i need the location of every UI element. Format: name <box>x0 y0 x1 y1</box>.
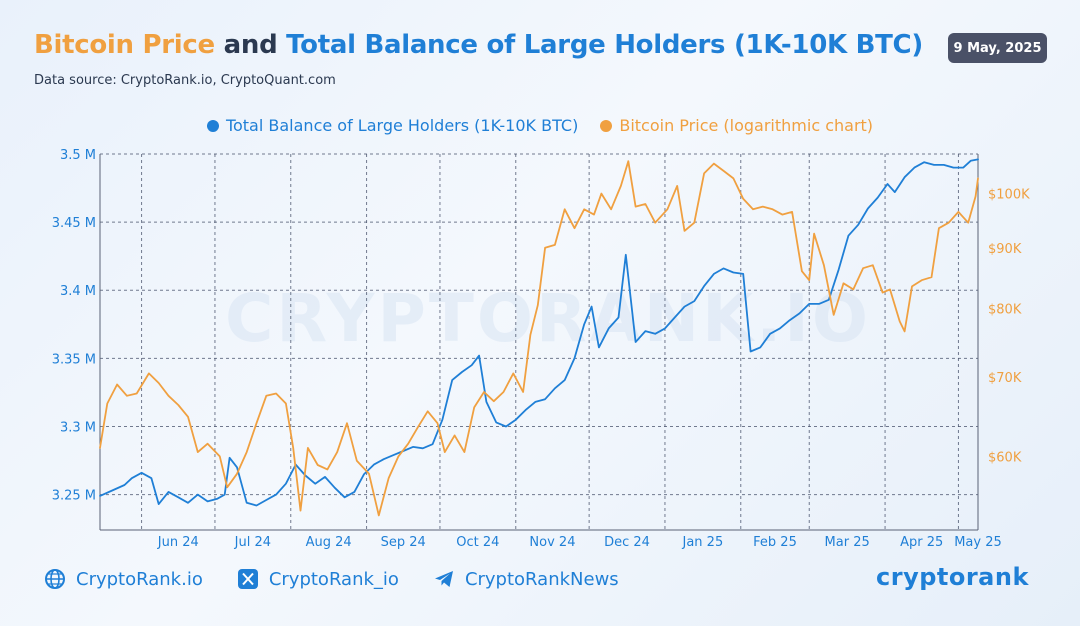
x-tick-label: Jul 24 <box>234 535 271 550</box>
y-right-tick-label: $80K <box>988 302 1022 317</box>
series-lines <box>99 158 979 517</box>
x-tick-label: Mar 25 <box>825 535 870 550</box>
series-line-bitcoin-price <box>99 160 979 517</box>
watermark: CRYPTORANK.IO <box>225 280 871 357</box>
x-tick-label: May 25 <box>954 535 1002 550</box>
x-tick-label: Feb 25 <box>753 535 797 550</box>
data-source: Data source: CryptoRank.io, CryptoQuant.… <box>34 73 336 88</box>
title-large-holders: Total Balance of Large Holders (1K-10K B… <box>286 30 923 60</box>
x-tick-label: Apr 25 <box>900 535 943 550</box>
legend-label-price: Bitcoin Price (logarithmic chart) <box>619 116 874 135</box>
x-handle-label: CryptoRank_io <box>268 568 399 590</box>
chart-title: Bitcoin Price and Total Balance of Large… <box>34 30 923 60</box>
x-tick-label: Dec 24 <box>604 535 650 550</box>
legend-item-price: Bitcoin Price (logarithmic chart) <box>600 116 873 135</box>
x-tick-label: Aug 24 <box>306 535 352 550</box>
x-tick-label: Oct 24 <box>456 535 499 550</box>
y-left-tick-label: 3.3 M <box>60 420 96 435</box>
footer-x-link[interactable]: CryptoRank_io <box>237 568 399 590</box>
legend-label-holders: Total Balance of Large Holders (1K-10K B… <box>225 116 579 135</box>
date-badge: 9 May, 2025 <box>948 33 1047 63</box>
cryptorank-logo: cryptorank <box>876 563 1029 591</box>
y-left-tick-label: 3.25 M <box>52 489 96 504</box>
y-right-tick-label: $90K <box>988 242 1022 257</box>
legend-dot-orange-icon <box>600 119 613 132</box>
chart-legend: Total Balance of Large Holders (1K-10K B… <box>0 116 1080 135</box>
footer-links: CryptoRank.io CryptoRank_io CryptoRankNe… <box>44 568 619 590</box>
series-line-large-holders <box>99 158 979 507</box>
x-logo-icon <box>237 568 259 590</box>
x-tick-label: Jun 24 <box>157 535 199 550</box>
globe-icon <box>44 568 66 590</box>
footer-website-link[interactable]: CryptoRank.io <box>44 568 203 590</box>
x-tick-label: Nov 24 <box>529 535 575 550</box>
y-left-tick-label: 3.5 M <box>60 148 96 163</box>
footer-telegram-link[interactable]: CryptoRankNews <box>433 568 619 590</box>
y-right-tick-label: $70K <box>988 371 1022 386</box>
legend-item-holders: Total Balance of Large Holders (1K-10K B… <box>206 116 579 135</box>
y-left-tick-label: 3.4 M <box>60 284 96 299</box>
legend-dot-blue-icon <box>206 119 219 132</box>
website-label: CryptoRank.io <box>76 568 203 590</box>
telegram-icon <box>433 568 455 590</box>
x-tick-label: Jan 25 <box>682 535 724 550</box>
title-connector: and <box>223 30 278 60</box>
y-left-tick-label: 3.45 M <box>52 216 96 231</box>
title-bitcoin-price: Bitcoin Price <box>34 30 215 60</box>
telegram-label: CryptoRankNews <box>464 568 619 590</box>
y-left-tick-label: 3.35 M <box>52 352 96 367</box>
axes: 3.25 M 3.3 M 3.35 M 3.4 M 3.45 M 3.5 M $60K $70… <box>52 148 1030 550</box>
x-tick-label: Sep 24 <box>381 535 426 550</box>
y-right-tick-label: $60K <box>988 450 1022 465</box>
y-right-tick-label: $100K <box>988 188 1030 203</box>
grid-lines <box>100 153 978 530</box>
